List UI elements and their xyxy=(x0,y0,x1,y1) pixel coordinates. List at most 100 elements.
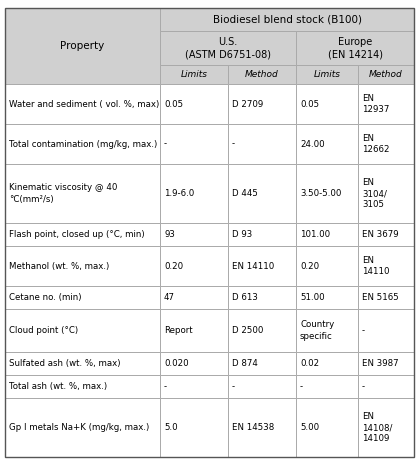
Bar xyxy=(358,309,414,352)
Bar xyxy=(228,124,296,164)
Text: Method: Method xyxy=(245,70,279,79)
Bar xyxy=(160,8,414,31)
Text: -: - xyxy=(300,382,303,391)
Text: Limits: Limits xyxy=(181,70,207,79)
Text: EN 3987: EN 3987 xyxy=(362,359,398,368)
Bar xyxy=(5,84,160,124)
Text: 0.20: 0.20 xyxy=(164,262,183,271)
Bar xyxy=(358,84,414,124)
Bar xyxy=(228,246,296,286)
Bar xyxy=(228,84,296,124)
Bar xyxy=(296,286,358,309)
Bar xyxy=(358,223,414,246)
Text: -: - xyxy=(164,382,167,391)
Text: 93: 93 xyxy=(164,230,175,239)
Text: 5.00: 5.00 xyxy=(300,423,319,432)
Text: 0.05: 0.05 xyxy=(164,99,183,108)
Bar xyxy=(358,286,414,309)
Bar xyxy=(160,31,296,65)
Bar xyxy=(296,309,358,352)
Bar xyxy=(358,398,414,457)
Text: D 2500: D 2500 xyxy=(232,326,264,335)
Text: -: - xyxy=(164,139,167,149)
Text: EN
3104/
3105: EN 3104/ 3105 xyxy=(362,178,387,209)
Bar xyxy=(358,375,414,398)
Text: Limits: Limits xyxy=(313,70,341,79)
Bar xyxy=(160,124,228,164)
Bar xyxy=(160,84,228,124)
Text: Method: Method xyxy=(369,70,403,79)
Text: EN 5165: EN 5165 xyxy=(362,293,399,302)
Text: 47: 47 xyxy=(164,293,175,302)
Bar xyxy=(296,398,358,457)
Text: Europe
(EN 14214): Europe (EN 14214) xyxy=(328,37,383,59)
Text: 0.020: 0.020 xyxy=(164,359,189,368)
Bar xyxy=(228,65,296,84)
Text: EN
12937: EN 12937 xyxy=(362,94,389,114)
Text: Property: Property xyxy=(60,41,105,51)
Bar xyxy=(5,352,160,375)
Bar xyxy=(296,375,358,398)
Bar xyxy=(296,246,358,286)
Bar xyxy=(160,246,228,286)
Text: 24.00: 24.00 xyxy=(300,139,325,149)
Bar xyxy=(358,352,414,375)
Bar xyxy=(296,124,358,164)
Bar xyxy=(296,65,358,84)
Bar xyxy=(228,223,296,246)
Bar xyxy=(358,65,414,84)
Text: -: - xyxy=(362,326,365,335)
Text: Total contamination (mg/kg, max.): Total contamination (mg/kg, max.) xyxy=(9,139,157,149)
Bar xyxy=(296,352,358,375)
Bar xyxy=(358,124,414,164)
Text: -: - xyxy=(232,382,235,391)
Text: EN 14110: EN 14110 xyxy=(232,262,274,271)
Bar xyxy=(160,286,228,309)
Bar xyxy=(5,375,160,398)
Bar xyxy=(160,223,228,246)
Text: Sulfated ash (wt. %, max): Sulfated ash (wt. %, max) xyxy=(9,359,121,368)
Bar xyxy=(296,164,358,223)
Text: Water and sediment ( vol. %, max): Water and sediment ( vol. %, max) xyxy=(9,99,159,108)
Text: D 613: D 613 xyxy=(232,293,258,302)
Bar xyxy=(228,375,296,398)
Text: 0.02: 0.02 xyxy=(300,359,319,368)
Bar xyxy=(5,309,160,352)
Text: Flash point, closed up (°C, min): Flash point, closed up (°C, min) xyxy=(9,230,145,239)
Text: Biodiesel blend stock (B100): Biodiesel blend stock (B100) xyxy=(212,15,362,24)
Bar xyxy=(228,398,296,457)
Bar xyxy=(228,352,296,375)
Text: Methanol (wt. %, max.): Methanol (wt. %, max.) xyxy=(9,262,109,271)
Text: 5.0: 5.0 xyxy=(164,423,178,432)
Text: 3.50-5.00: 3.50-5.00 xyxy=(300,189,341,198)
Bar xyxy=(5,246,160,286)
Text: 0.05: 0.05 xyxy=(300,99,319,108)
Bar xyxy=(228,309,296,352)
Text: Cloud point (°C): Cloud point (°C) xyxy=(9,326,78,335)
Bar xyxy=(5,164,160,223)
Bar xyxy=(160,164,228,223)
Text: 51.00: 51.00 xyxy=(300,293,325,302)
Bar xyxy=(296,84,358,124)
Text: Cetane no. (min): Cetane no. (min) xyxy=(9,293,82,302)
Bar xyxy=(160,398,228,457)
Bar xyxy=(296,223,358,246)
Text: D 445: D 445 xyxy=(232,189,258,198)
Bar xyxy=(160,309,228,352)
Bar xyxy=(5,8,160,84)
Text: 0.20: 0.20 xyxy=(300,262,319,271)
Text: EN
14110: EN 14110 xyxy=(362,256,390,276)
Text: EN
14108/
14109: EN 14108/ 14109 xyxy=(362,412,392,443)
Bar xyxy=(160,375,228,398)
Text: -: - xyxy=(362,382,365,391)
Text: 1.9-6.0: 1.9-6.0 xyxy=(164,189,194,198)
Text: 101.00: 101.00 xyxy=(300,230,330,239)
Bar xyxy=(160,352,228,375)
Text: EN 14538: EN 14538 xyxy=(232,423,274,432)
Bar xyxy=(228,286,296,309)
Bar xyxy=(5,286,160,309)
Text: Total ash (wt. %, max.): Total ash (wt. %, max.) xyxy=(9,382,107,391)
Bar xyxy=(358,246,414,286)
Text: U.S.
(ASTM D6751-08): U.S. (ASTM D6751-08) xyxy=(185,37,271,59)
Text: Gp I metals Na+K (mg/kg, max.): Gp I metals Na+K (mg/kg, max.) xyxy=(9,423,149,432)
